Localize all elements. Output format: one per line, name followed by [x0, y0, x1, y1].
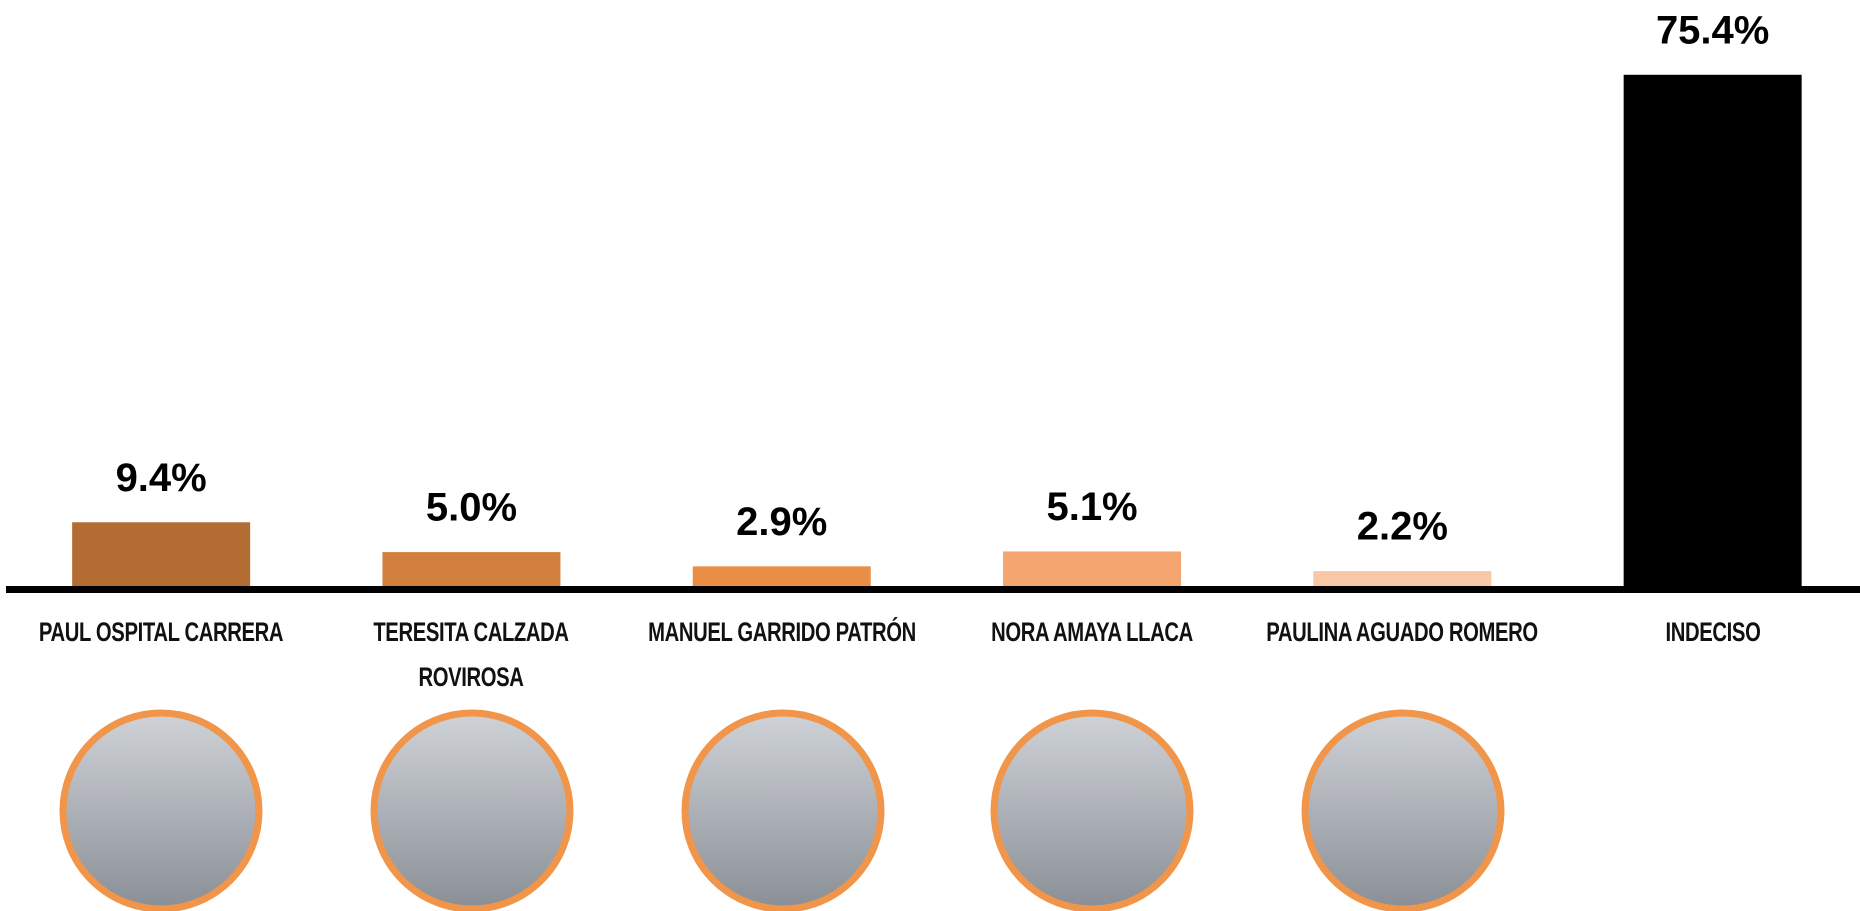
bar [1313, 571, 1492, 586]
value-label: 5.1% [1046, 485, 1137, 529]
value-label: 2.9% [736, 500, 827, 544]
bar [72, 522, 251, 586]
category-label: PAUL OSPITAL CARRERA [39, 617, 284, 647]
candidate-photo [370, 709, 574, 911]
bar [1003, 551, 1182, 586]
bar [1623, 74, 1802, 587]
candidate-photo [990, 709, 1194, 911]
category-label: PAULINA AGUADO ROMERO [1266, 617, 1539, 647]
baseline [6, 586, 1860, 593]
category-label: MANUEL GARRIDO PATRÓN [647, 617, 916, 647]
candidate-photo [681, 709, 885, 911]
candidate-photo [59, 709, 263, 911]
value-label: 75.4% [1656, 8, 1769, 52]
value-label: 9.4% [116, 456, 207, 500]
candidate-photo [1301, 709, 1505, 911]
photos [59, 709, 1505, 911]
value-label: 5.0% [426, 486, 517, 530]
category-label: NORA AMAYA LLACA [991, 617, 1193, 647]
category-label: TERESITA CALZADA ROVIROSA [373, 617, 570, 692]
value-label: 2.2% [1357, 505, 1448, 549]
bar [382, 552, 561, 586]
category-label: INDECISO [1665, 617, 1761, 647]
bar [692, 566, 871, 586]
